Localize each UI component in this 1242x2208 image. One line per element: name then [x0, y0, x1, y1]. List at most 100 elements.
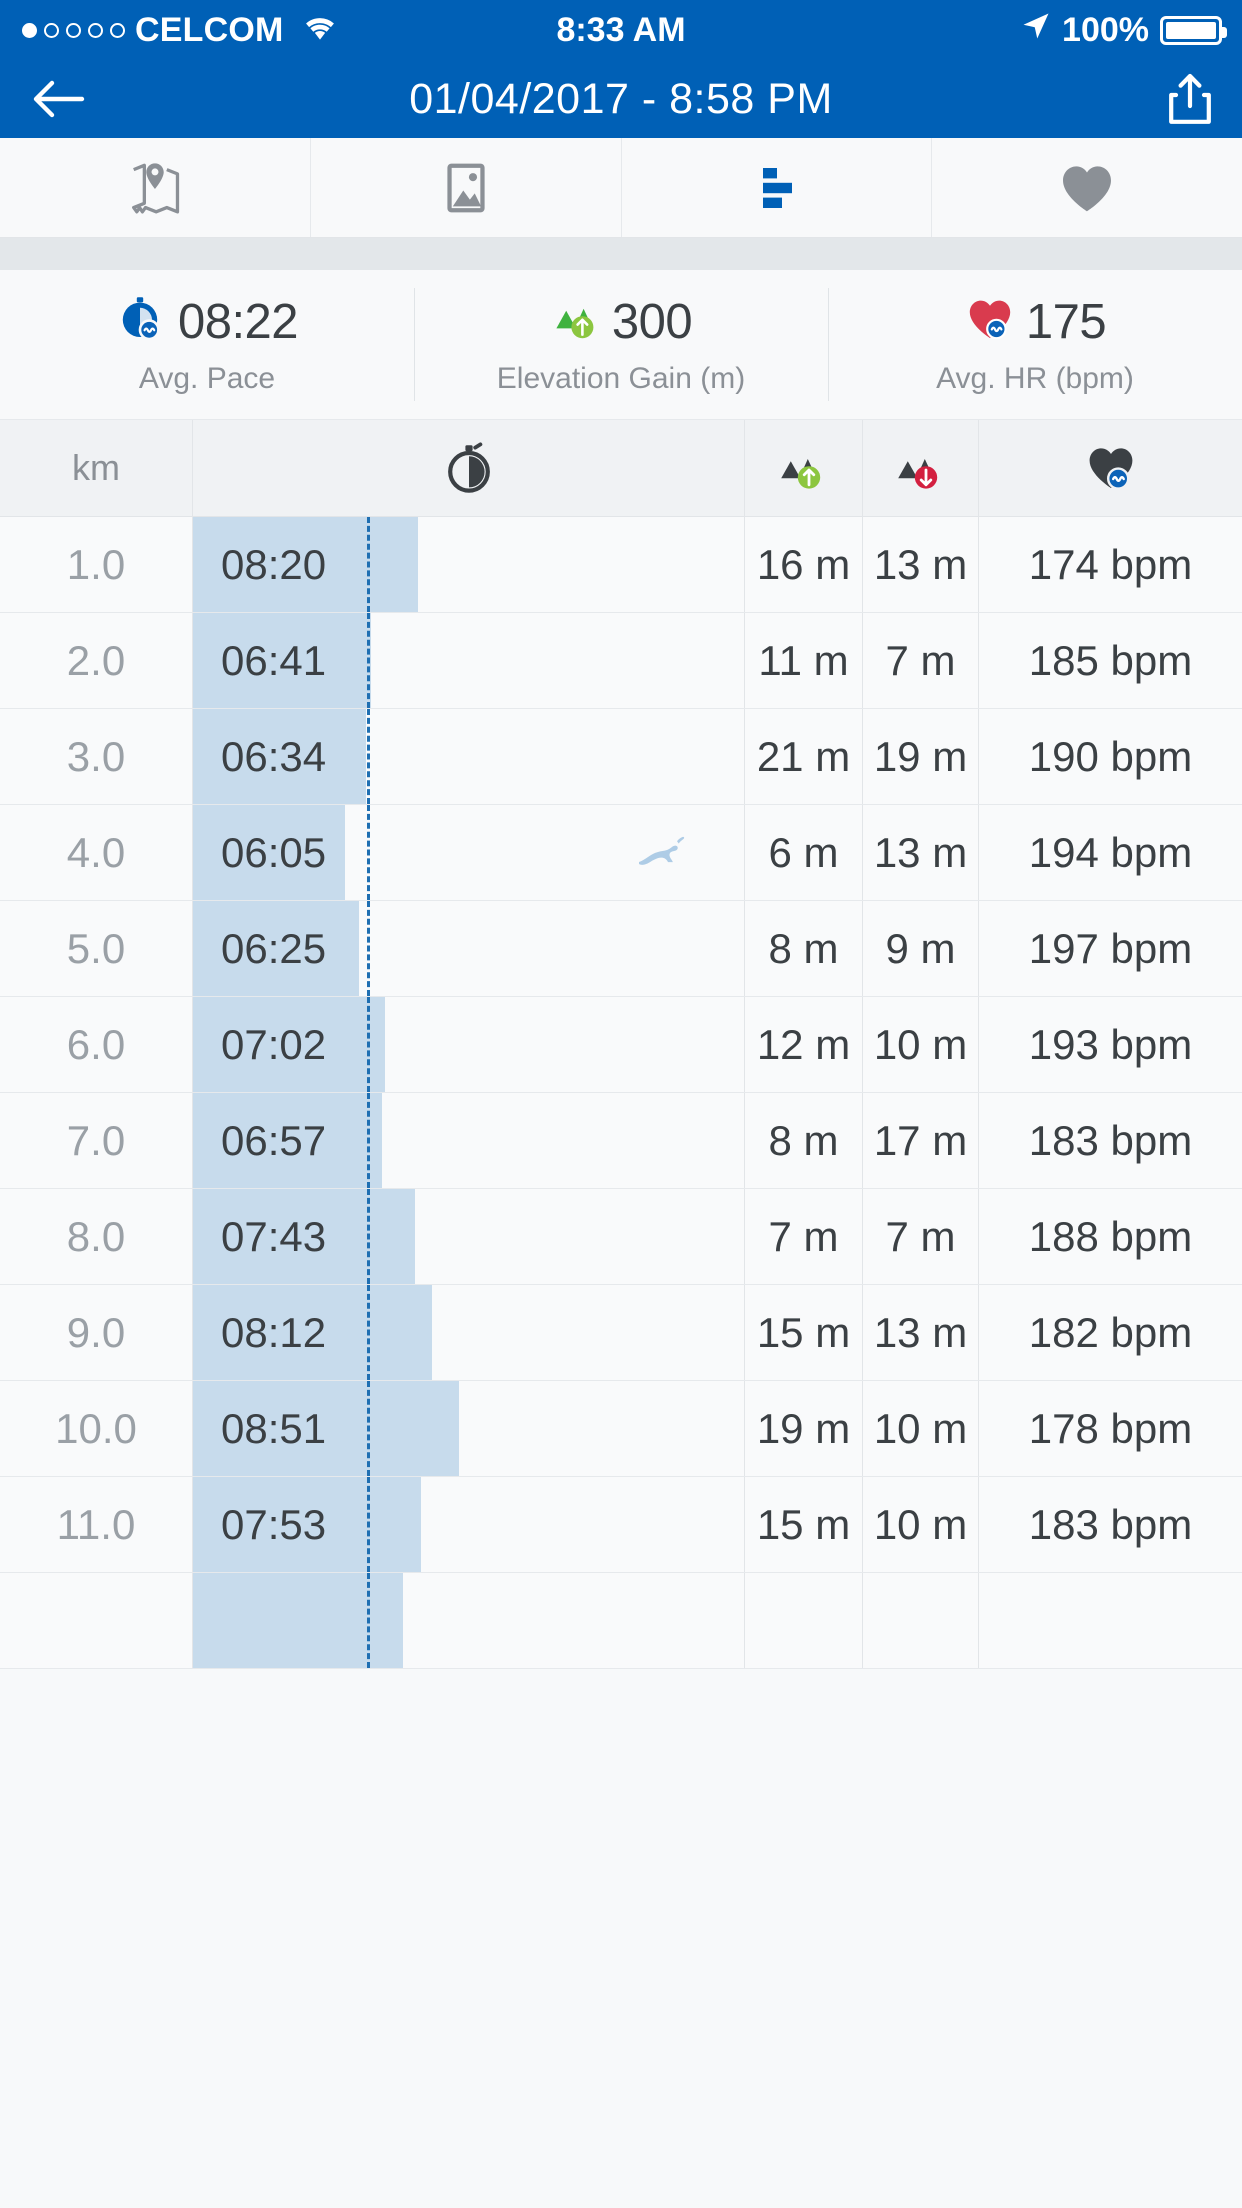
cell-elevation-loss: 7 m — [863, 1189, 979, 1284]
cell-pace: 08:51 — [193, 1381, 745, 1476]
elevation-loss-value: 9 m — [885, 924, 956, 972]
elevation-gain-value: 6 m — [768, 828, 839, 876]
elevation-gain-value: 11 m — [758, 636, 849, 684]
heart-rate-value: 183 bpm — [1028, 1500, 1193, 1548]
table-row[interactable]: 2.0 06:41 11 m 7 m 185 bpm — [0, 613, 1242, 709]
cell-distance: 5.0 — [0, 901, 193, 996]
elevation-gain-icon — [550, 296, 602, 347]
table-row[interactable]: 11.0 07:53 15 m 10 m 183 bpm — [0, 1477, 1242, 1573]
heart-rate-value: 190 bpm — [1028, 732, 1193, 780]
stat-avg-hr-label: Avg. HR (bpm) — [936, 361, 1134, 395]
tab-photos[interactable] — [311, 138, 622, 237]
distance-value: 2.0 — [66, 636, 126, 684]
cell-heart-rate: 183 bpm — [979, 1477, 1242, 1572]
cell-elevation-loss: 17 m — [863, 1093, 979, 1188]
pace-value: 08:51 — [221, 1404, 327, 1452]
status-bar-left: CELCOM — [0, 10, 340, 51]
heart-rate-value: 193 bpm — [1028, 1020, 1193, 1068]
table-row[interactable] — [0, 1573, 1242, 1669]
cell-pace — [193, 1573, 745, 1668]
cell-pace: 07:02 — [193, 997, 745, 1092]
cell-heart-rate: 185 bpm — [979, 613, 1242, 708]
cell-heart-rate: 197 bpm — [979, 901, 1242, 996]
signal-strength-icon — [22, 22, 125, 38]
wifi-icon — [300, 10, 340, 51]
tab-heart-rate[interactable] — [932, 138, 1242, 237]
elevation-loss-value: 10 m — [873, 1020, 968, 1068]
cell-distance: 9.0 — [0, 1285, 193, 1380]
table-row[interactable]: 6.0 07:02 12 m 10 m 193 bpm — [0, 997, 1242, 1093]
cell-distance: 4.0 — [0, 805, 193, 900]
table-row[interactable]: 5.0 06:25 8 m 9 m 197 bpm — [0, 901, 1242, 997]
cell-heart-rate: 190 bpm — [979, 709, 1242, 804]
stat-elevation-gain: 300 Elevation Gain (m) — [414, 270, 828, 419]
table-row[interactable]: 10.0 08:51 19 m 10 m 178 bpm — [0, 1381, 1242, 1477]
average-pace-line — [367, 901, 370, 996]
average-pace-line — [367, 1477, 370, 1572]
heart-rate-icon — [964, 295, 1016, 348]
cell-elevation-loss: 13 m — [863, 517, 979, 612]
distance-value: 10.0 — [55, 1404, 137, 1452]
pace-bar — [193, 1285, 432, 1380]
cell-distance: 11.0 — [0, 1477, 193, 1572]
cell-elevation-loss: 7 m — [863, 613, 979, 708]
pace-value: 06:25 — [221, 924, 327, 972]
table-row[interactable]: 4.0 06:05 6 m 13 m 194 bpm — [0, 805, 1242, 901]
pace-bar — [193, 1381, 459, 1476]
average-pace-line — [367, 805, 370, 900]
pace-value: 06:41 — [221, 636, 327, 684]
elevation-loss-value: 19 m — [873, 732, 968, 780]
cell-elevation-gain: 16 m — [745, 517, 863, 612]
column-header-heart-rate — [979, 420, 1242, 517]
photo-icon — [447, 163, 485, 212]
heart-rate-icon — [1089, 448, 1132, 490]
pace-bar — [193, 613, 371, 708]
average-pace-line — [367, 1285, 370, 1380]
pace-bar — [193, 1189, 415, 1284]
heart-rate-value: 174 bpm — [1028, 540, 1193, 588]
cell-elevation-loss: 13 m — [863, 1285, 979, 1380]
summary-stats: 08:22 Avg. Pace 300 Elevation Gain (m) 1… — [0, 270, 1242, 420]
cell-heart-rate: 174 bpm — [979, 517, 1242, 612]
table-row[interactable]: 9.0 08:12 15 m 13 m 182 bpm — [0, 1285, 1242, 1381]
table-row[interactable]: 8.0 07:43 7 m 7 m 188 bpm — [0, 1189, 1242, 1285]
pace-bar — [193, 709, 366, 804]
column-header-elevation-gain — [745, 419, 863, 517]
share-button[interactable] — [1168, 73, 1212, 125]
elevation-gain-value: 15 m — [756, 1308, 851, 1356]
back-button[interactable] — [30, 77, 86, 121]
elevation-loss-value: 7 m — [885, 1212, 956, 1260]
pace-value: 07:53 — [221, 1500, 327, 1548]
pace-bar — [193, 997, 385, 1092]
table-row[interactable]: 3.0 06:34 21 m 19 m 190 bpm — [0, 709, 1242, 805]
table-row[interactable]: 1.0 08:20 16 m 13 m 174 bpm — [0, 517, 1242, 613]
cell-elevation-gain: 15 m — [745, 1285, 863, 1380]
tab-map[interactable] — [0, 138, 311, 237]
rabbit-icon — [633, 835, 685, 869]
distance-value: 6.0 — [66, 1020, 126, 1068]
cell-elevation-gain: 11 m — [745, 613, 863, 708]
status-bar: CELCOM 8:33 AM 100% — [0, 0, 1242, 60]
distance-value: 7.0 — [66, 1116, 126, 1164]
table-header-row: km — [0, 419, 1242, 517]
cell-elevation-loss: 10 m — [863, 1381, 979, 1476]
nav-bar: 01/04/2017 - 8:58 PM — [0, 60, 1242, 138]
cell-elevation-gain: 7 m — [745, 1189, 863, 1284]
stat-avg-pace-label: Avg. Pace — [138, 362, 276, 395]
cell-pace: 08:12 — [193, 1285, 745, 1380]
cell-distance: 1.0 — [0, 517, 193, 612]
elevation-loss-value: 10 m — [873, 1404, 968, 1452]
average-pace-line — [367, 997, 370, 1092]
average-pace-line — [367, 1189, 370, 1284]
carrier-name: CELCOM — [135, 10, 284, 49]
table-row[interactable]: 7.0 06:57 8 m 17 m 183 bpm — [0, 1093, 1242, 1189]
pace-bar — [193, 1573, 403, 1668]
elevation-gain-value: 19 m — [756, 1404, 851, 1452]
stopwatch-icon — [447, 442, 490, 493]
tab-splits[interactable] — [622, 138, 933, 237]
elevation-loss-value: 7 m — [885, 636, 956, 684]
cell-elevation-gain: 12 m — [745, 997, 863, 1092]
cell-pace: 07:43 — [193, 1189, 745, 1284]
pace-value: 06:05 — [221, 828, 327, 876]
heart-rate-value: 183 bpm — [1028, 1116, 1193, 1164]
